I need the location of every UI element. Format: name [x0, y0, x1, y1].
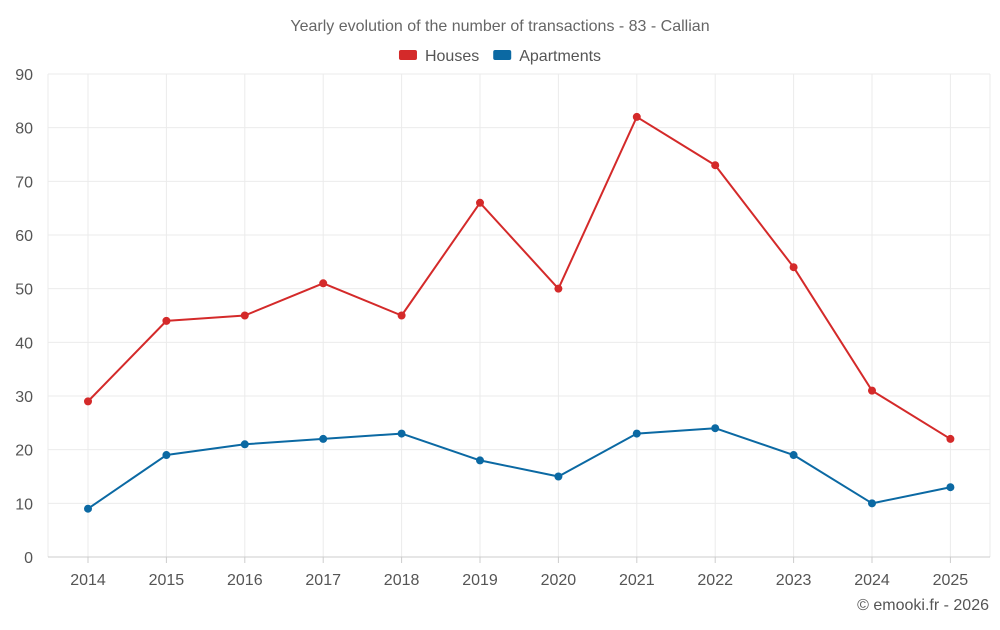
x-tick-label: 2022	[697, 572, 733, 589]
data-point-houses[interactable]	[84, 397, 92, 406]
y-tick-label: 20	[15, 443, 33, 460]
legend-label: Apartments	[519, 48, 601, 65]
x-tick-label: 2019	[462, 572, 498, 589]
x-tick-label: 2024	[854, 572, 890, 589]
data-point-apartments[interactable]	[319, 434, 328, 443]
legend-swatch	[398, 50, 417, 60]
credit-text: © emooki.fr - 2026	[857, 597, 989, 614]
data-point-apartments[interactable]	[868, 499, 876, 508]
data-point-houses[interactable]	[632, 112, 641, 121]
legend-swatch	[493, 50, 512, 60]
data-point-houses[interactable]	[476, 198, 484, 207]
y-tick-label: 60	[15, 228, 33, 245]
x-tick-label: 2016	[227, 572, 263, 589]
data-point-houses[interactable]	[868, 386, 876, 395]
data-point-apartments[interactable]	[554, 472, 563, 481]
legend: Houses Apartments	[398, 48, 601, 65]
x-tick-label: 2017	[305, 572, 341, 589]
data-point-houses[interactable]	[946, 434, 955, 443]
data-point-apartments[interactable]	[476, 456, 484, 465]
x-tick-label: 2015	[149, 572, 185, 589]
chart-title: Yearly evolution of the number of transa…	[290, 18, 709, 35]
x-tick-label: 2018	[384, 572, 420, 589]
data-point-apartments[interactable]	[711, 424, 720, 433]
legend-label: Houses	[425, 48, 479, 65]
legend-item-houses[interactable]: Houses	[398, 48, 479, 65]
y-tick-label: 40	[15, 335, 33, 352]
data-point-apartments[interactable]	[789, 451, 798, 460]
data-point-apartments[interactable]	[84, 504, 92, 513]
data-point-apartments[interactable]	[162, 451, 171, 460]
series-line-apartments	[87, 427, 951, 510]
data-point-houses[interactable]	[162, 316, 171, 325]
x-tick-label: 2021	[619, 572, 655, 589]
data-point-houses[interactable]	[789, 263, 798, 272]
data-point-houses[interactable]	[397, 311, 406, 320]
y-tick-label: 70	[15, 174, 33, 191]
grid	[47, 73, 991, 557]
y-tick-label: 10	[15, 496, 33, 513]
data-point-apartments[interactable]	[946, 483, 955, 492]
data-point-apartments[interactable]	[397, 429, 406, 438]
series-layer	[84, 112, 955, 513]
x-tick-label: 2025	[933, 572, 969, 589]
y-tick-label: 30	[15, 389, 33, 406]
y-tick-label: 0	[24, 550, 33, 567]
data-point-apartments[interactable]	[240, 440, 249, 449]
data-point-apartments[interactable]	[632, 429, 641, 438]
series-line-houses	[87, 115, 951, 440]
y-tick-label: 50	[15, 282, 33, 299]
x-axis: 2014 2015 2016 2017 2018 2019 2020 2021 2022 2023…	[48, 556, 990, 589]
x-tick-label: 2014	[70, 572, 106, 589]
legend-item-apartments[interactable]: Apartments	[493, 48, 601, 65]
x-tick-label: 2020	[541, 572, 577, 589]
series-houses	[84, 112, 955, 443]
data-point-houses[interactable]	[240, 311, 249, 320]
y-axis: 0 10 20 30 40 50 60 70 80 90	[15, 67, 33, 567]
y-tick-label: 90	[15, 67, 33, 84]
data-point-houses[interactable]	[319, 279, 328, 288]
x-tick-label: 2023	[776, 572, 812, 589]
data-point-houses[interactable]	[554, 284, 563, 293]
data-point-houses[interactable]	[711, 161, 720, 170]
y-tick-label: 80	[15, 121, 33, 138]
series-apartments	[84, 424, 955, 513]
